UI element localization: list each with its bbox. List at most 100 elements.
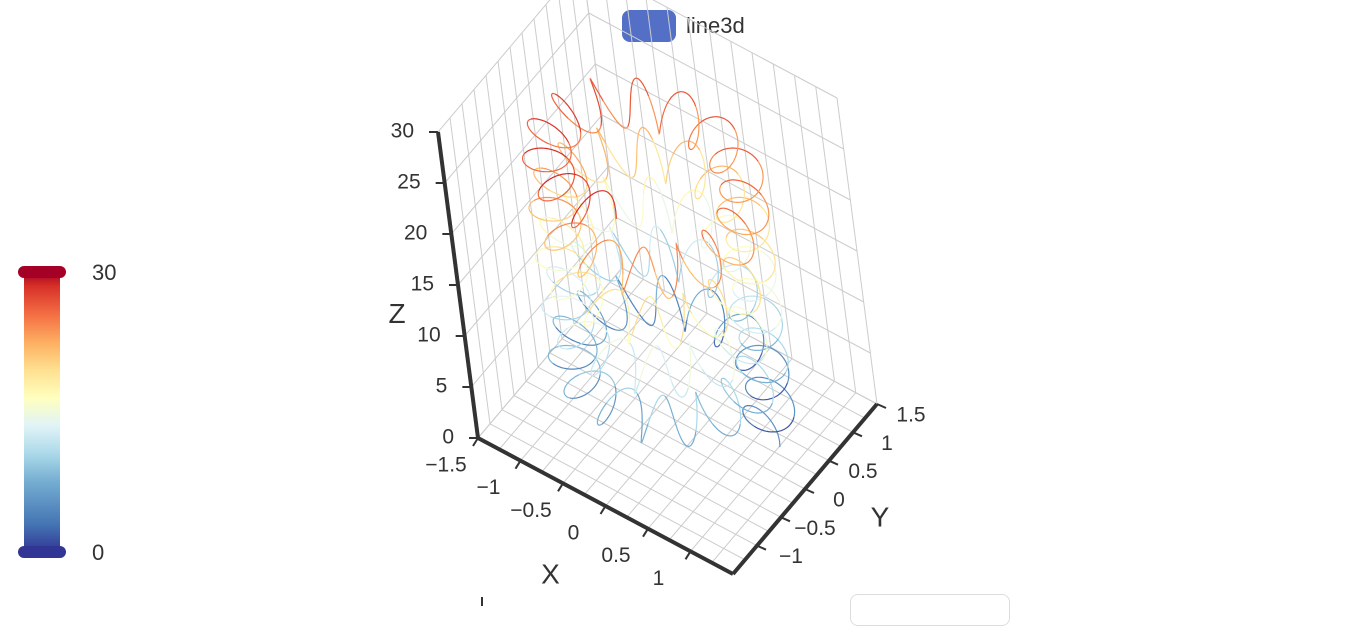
visual-map-gradient-bar[interactable] xyxy=(24,272,60,552)
series-line3d-segment xyxy=(550,306,591,321)
x-axis-tick xyxy=(642,528,649,538)
series-line3d-segment xyxy=(632,139,639,178)
visual-map-max-handle[interactable] xyxy=(18,266,66,278)
series-line3d-segment xyxy=(528,200,549,222)
series-line3d-segment xyxy=(547,142,572,173)
series-line3d-segment xyxy=(753,416,795,433)
series-line3d-segment xyxy=(740,218,752,265)
y-axis-tick-label: 1.5 xyxy=(896,404,925,427)
series-line3d-segment xyxy=(602,100,629,129)
series-line3d-segment xyxy=(547,344,569,364)
series-line3d-segment xyxy=(679,297,685,343)
series-line3d-segment xyxy=(696,116,736,130)
z-axis-tick-label: 25 xyxy=(397,171,420,194)
series-line3d-segment xyxy=(714,328,724,348)
grid-line xyxy=(489,423,746,561)
series-line3d-segment xyxy=(762,238,776,282)
series-line3d-segment xyxy=(752,405,781,448)
series-line3d-segment xyxy=(701,229,716,244)
toolbox-panel[interactable] xyxy=(850,594,1010,626)
series-line3d-segment xyxy=(590,82,602,127)
visual-map-min-handle[interactable] xyxy=(18,546,66,558)
grid-line xyxy=(621,267,878,405)
series-line3d-segment xyxy=(596,402,608,426)
series-line3d-segment xyxy=(712,292,754,315)
series-line3d-segment xyxy=(692,106,700,150)
cursor-mark xyxy=(481,597,483,606)
series-line3d-segment xyxy=(675,242,684,260)
series-line3d-segment xyxy=(723,266,765,285)
series-line3d-segment xyxy=(722,346,764,365)
series-line3d-segment xyxy=(744,376,765,397)
series-line3d-segment xyxy=(636,126,654,140)
series-line3d-segment xyxy=(615,300,628,331)
series-line3d-segment xyxy=(720,179,762,196)
z-axis-tick-label: 15 xyxy=(411,273,434,296)
series-line3d-segment xyxy=(647,394,666,424)
grid-line xyxy=(586,0,623,269)
series-line3d-segment xyxy=(725,237,757,253)
series-line3d-segment xyxy=(719,184,746,203)
series-line3d-segment xyxy=(761,297,783,340)
series-line3d-segment xyxy=(564,144,588,187)
series-line3d-segment xyxy=(725,379,742,425)
x-axis-tick-label: 1 xyxy=(653,567,665,590)
series-line3d-segment xyxy=(530,118,570,143)
series-line3d-segment xyxy=(738,327,765,344)
series-line3d-segment xyxy=(524,147,567,158)
series-line3d-segment xyxy=(750,358,774,404)
chart-3d-canvas[interactable]: −1.5−1−0.500.51−1−0.500.511.505101520253… xyxy=(0,0,1364,606)
series-line3d-segment xyxy=(703,238,743,266)
z-axis-tick-label: 10 xyxy=(417,324,440,347)
series-line3d-segment xyxy=(752,194,770,235)
series-line3d-segment xyxy=(664,154,674,184)
series-line3d-segment xyxy=(597,190,617,219)
grid-line xyxy=(652,0,838,99)
grid-line xyxy=(615,216,871,354)
series-line3d-segment xyxy=(584,250,601,294)
curve-layer xyxy=(522,77,796,448)
grid-line xyxy=(437,0,551,133)
series-line3d-segment xyxy=(636,194,645,228)
series-line3d-segment xyxy=(733,401,773,414)
series-line3d-segment xyxy=(681,239,707,266)
series-line3d-segment xyxy=(662,327,682,349)
grid-line xyxy=(549,352,806,490)
series-line3d-segment xyxy=(709,154,724,174)
series-line3d-segment xyxy=(763,283,783,328)
series-line3d-segment xyxy=(575,320,598,361)
series-line3d-segment xyxy=(612,232,642,275)
x-axis-tick-label: 0 xyxy=(568,522,580,545)
series-line3d-segment xyxy=(761,250,777,295)
visual-map[interactable]: 30 0 xyxy=(18,260,128,565)
series-line3d-segment xyxy=(714,147,759,162)
z-axis-tick-label: 20 xyxy=(404,222,427,245)
x-axis-tick xyxy=(557,482,564,492)
series-line3d-segment xyxy=(663,275,683,320)
series-line3d-segment xyxy=(586,225,598,267)
series-line3d-segment xyxy=(764,377,796,417)
series-line3d-segment xyxy=(642,176,657,195)
z-axis-tick-label: 30 xyxy=(391,120,414,143)
grid-line xyxy=(573,324,830,462)
series-line3d-segment xyxy=(548,197,579,222)
series-line3d-segment xyxy=(676,264,683,283)
grid-line xyxy=(450,63,596,235)
series-line3d-segment xyxy=(732,319,777,334)
z-axis-tick-label: 0 xyxy=(442,426,454,449)
series-line3d-segment xyxy=(548,252,585,271)
series-line3d-segment xyxy=(557,327,569,350)
series-line3d-segment xyxy=(656,345,673,383)
series-line3d-segment xyxy=(522,153,548,173)
series-line3d-segment xyxy=(550,281,566,301)
series-line3d-segment xyxy=(763,329,789,374)
series-line3d-segment xyxy=(555,326,599,346)
series-line3d-segment xyxy=(606,387,638,404)
series-line3d-segment xyxy=(664,395,682,438)
x-axis-tick xyxy=(472,437,479,447)
series-line3d-segment xyxy=(748,312,768,359)
series-line3d-segment xyxy=(561,156,576,197)
series-line3d-segment xyxy=(746,267,761,313)
series-line3d-segment xyxy=(590,357,599,377)
series-line3d-segment xyxy=(608,239,624,275)
